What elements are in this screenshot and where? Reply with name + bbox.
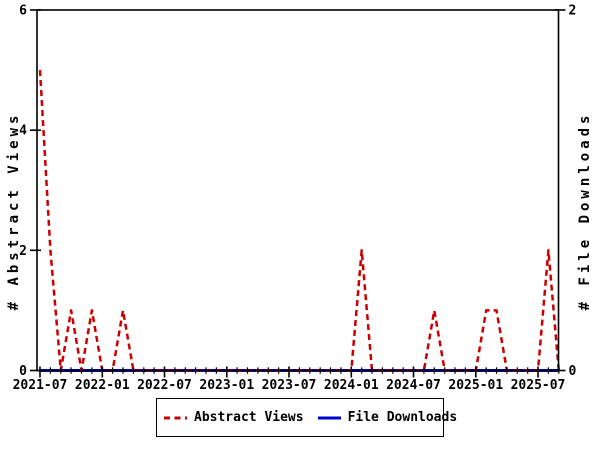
x-tick-label: 2023-01 [199,378,254,393]
legend-item-file-downloads: File Downloads [317,410,458,425]
legend: Abstract Views File Downloads [156,398,457,437]
x-tick-label: 2024-07 [386,378,441,393]
x-tick-label: 2021-07 [13,378,68,393]
y-left-tick-label: 4 [19,124,27,139]
legend-label-file-downloads: File Downloads [347,410,458,425]
y-right-tick-label: 0 [569,364,577,379]
y-right-tick-label: 2 [569,4,577,19]
x-tick-label: 2024-01 [324,378,379,393]
dashed-line-sample-icon [164,416,187,419]
plot-frame [36,9,560,372]
left-axis-title: # Abstract Views [6,111,22,311]
right-axis-title: # File Downloads [577,111,593,311]
legend-item-abstract-views: Abstract Views [164,410,304,425]
x-tick-label: 2022-07 [137,378,192,393]
x-tick-label: 2022-01 [75,378,130,393]
x-tick-label: 2025-07 [511,378,566,393]
y-left-tick-label: 2 [19,244,27,259]
x-tick-label: 2023-07 [262,378,317,393]
legend-label-abstract-views: Abstract Views [194,410,304,425]
x-tick-label: 2025-01 [448,378,503,393]
solid-line-sample-icon [317,416,341,419]
y-left-tick-label: 0 [19,364,27,379]
y-left-tick-label: 6 [19,4,27,19]
